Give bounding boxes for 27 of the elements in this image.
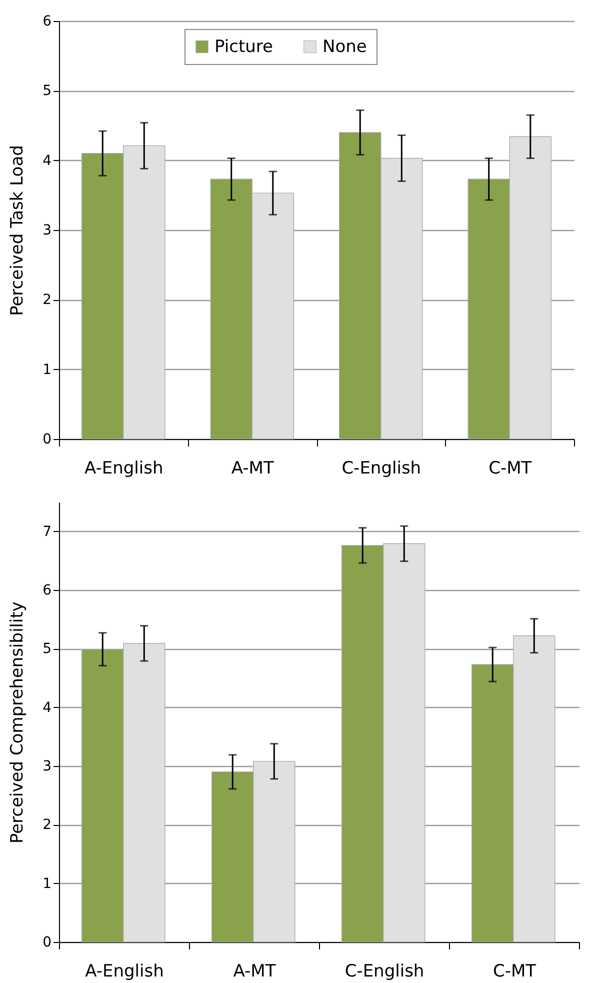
y-tick-label: 1 — [42, 876, 52, 892]
y-tick-label: 1 — [42, 362, 52, 378]
y-axis-title: Perceived Task Load — [8, 145, 28, 316]
y-tick-label: 3 — [42, 758, 52, 774]
x-tick-label: A-English — [85, 962, 164, 982]
y-tick-label: 7 — [42, 524, 52, 540]
y-tick-label: 2 — [42, 292, 52, 308]
y-tick-label: 4 — [42, 700, 52, 716]
legend-label: None — [322, 36, 367, 57]
legend-label: Picture — [214, 36, 273, 57]
x-tick-label: A-English — [84, 458, 164, 478]
x-tick-label: C-MT — [492, 962, 537, 982]
x-tick-label: C-MT — [488, 458, 532, 478]
x-tick-label: C-English — [342, 458, 422, 478]
x-tick-label: C-English — [344, 962, 424, 982]
y-tick-label: 2 — [42, 817, 52, 834]
y-tick-label: 5 — [42, 641, 52, 658]
y-tick-label: 4 — [42, 152, 52, 169]
y-tick-label: 6 — [42, 14, 52, 30]
y-tick-label: 5 — [42, 83, 52, 100]
y-axis-title: Perceived Comprehensibility — [8, 602, 28, 844]
y-tick-label: 0 — [42, 934, 52, 950]
x-tick-label: A-MT — [233, 962, 276, 982]
y-tick-label: 3 — [42, 222, 52, 238]
y-tick-label: 0 — [42, 432, 52, 448]
x-tick-label: A-MT — [231, 458, 274, 478]
y-tick-label: 6 — [42, 582, 52, 598]
